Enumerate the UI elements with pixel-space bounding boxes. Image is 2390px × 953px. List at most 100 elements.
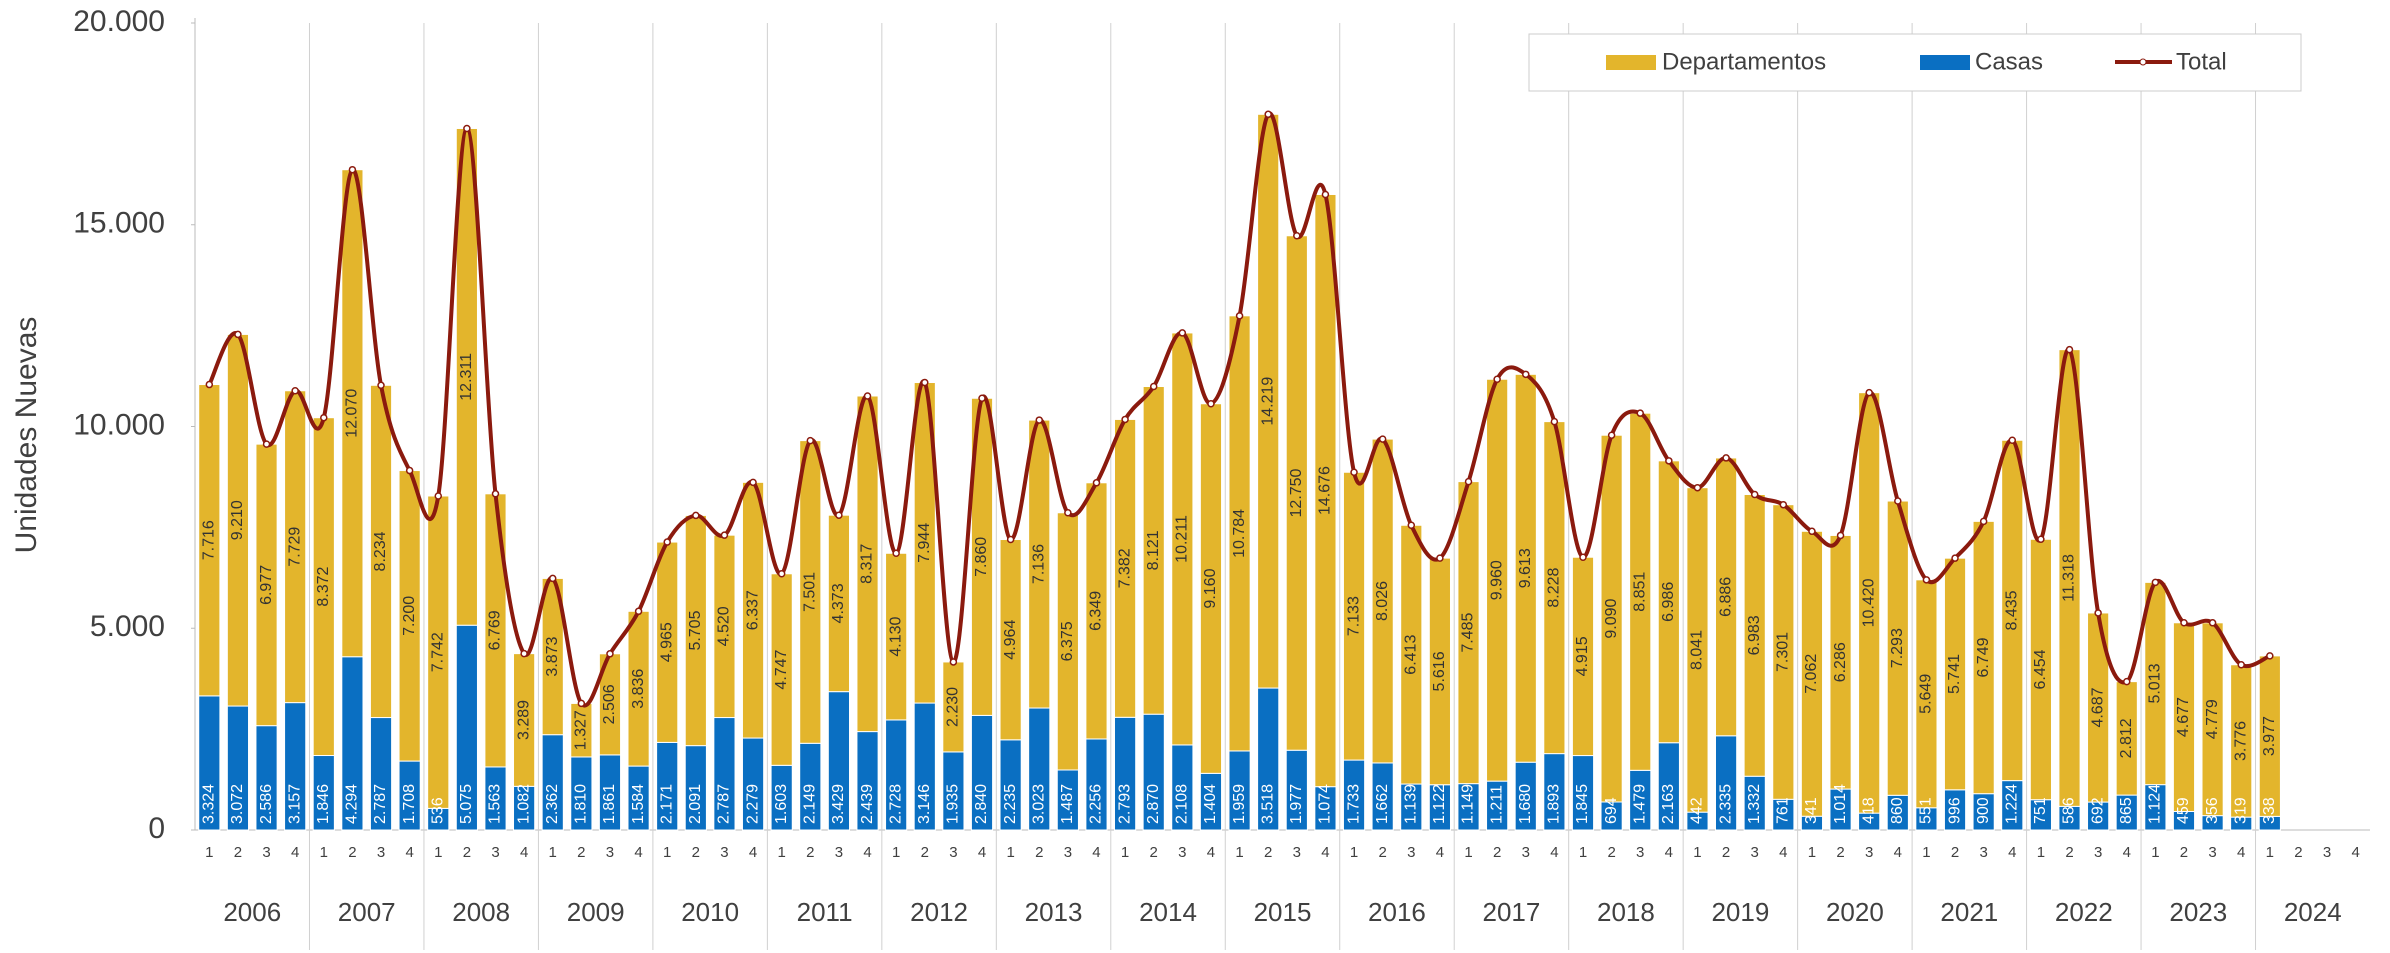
y-tick-label: 20.000 — [73, 5, 165, 38]
total-point — [1235, 312, 1244, 320]
x-tick-label: 1 — [1006, 844, 1014, 861]
casas-label: 1.733 — [1345, 784, 1362, 824]
x-tick-label: 3 — [2094, 844, 2102, 861]
x-tick-label: 1 — [2266, 844, 2274, 861]
total-point — [1722, 454, 1730, 462]
casas-label: 356 — [2204, 797, 2221, 824]
casas-label: 2.793 — [1116, 784, 1133, 824]
x-tick-label: 1 — [1579, 844, 1587, 861]
total-point — [978, 394, 986, 403]
x-tick-label: 2 — [1836, 844, 1844, 861]
x-tick-label: 2 — [577, 844, 585, 861]
x-tick-label: 2 — [2180, 844, 2188, 861]
total-point — [949, 658, 958, 666]
casas-label: 2.335 — [1717, 784, 1734, 824]
total-point — [1693, 483, 1702, 492]
x-tick-label: 1 — [1693, 844, 1701, 861]
casas-label: 694 — [1603, 797, 1620, 824]
year-label: 2009 — [567, 897, 625, 927]
departamentos-label: 9.090 — [1603, 598, 1620, 638]
departamentos-label: 6.286 — [1832, 642, 1849, 682]
departamentos-label: 4.687 — [2089, 687, 2106, 727]
year-label: 2023 — [2169, 897, 2227, 927]
casas-label: 551 — [1918, 797, 1935, 824]
year-label: 2013 — [1025, 897, 1083, 927]
total-point — [863, 392, 872, 400]
total-point — [1550, 417, 1559, 426]
casas-label: 4.294 — [344, 784, 361, 824]
total-point — [1779, 500, 1788, 509]
departamentos-label: 7.860 — [973, 537, 990, 577]
casas-label: 2.235 — [1002, 784, 1019, 824]
x-tick-label: 1 — [663, 844, 671, 861]
casas-label: 2.149 — [802, 784, 819, 824]
x-tick-label: 2 — [1951, 844, 1959, 861]
total-point — [1378, 435, 1387, 443]
departamentos-label: 5.741 — [1946, 654, 1963, 694]
x-tick-label: 4 — [978, 844, 986, 861]
total-point — [405, 466, 414, 475]
total-point — [1121, 415, 1129, 424]
departamentos-label: 6.749 — [1975, 637, 1992, 677]
total-point — [777, 570, 786, 578]
casas-label: 442 — [1689, 797, 1706, 824]
legend-label: Casas — [1975, 48, 2043, 75]
departamentos-label: 3.776 — [2232, 721, 2249, 761]
x-tick-label: 4 — [1550, 844, 1558, 861]
casas-label: 1.124 — [2147, 784, 2164, 824]
legend-swatch — [1606, 55, 1656, 70]
x-tick-label: 3 — [1979, 844, 1987, 861]
total-point — [749, 478, 757, 487]
x-tick-label: 2 — [1378, 844, 1386, 861]
x-tick-label: 4 — [634, 844, 642, 861]
year-label: 2012 — [910, 897, 968, 927]
x-tick-label: 4 — [1665, 844, 1673, 861]
total-point — [320, 413, 328, 422]
x-tick-label: 4 — [2123, 844, 2131, 861]
departamentos-label: 12.311 — [458, 353, 475, 401]
casas-label: 865 — [2118, 797, 2135, 824]
casas-label: 2.728 — [887, 784, 904, 824]
total-point — [262, 440, 271, 448]
casas-label: 1.479 — [1631, 784, 1648, 824]
x-tick-label: 1 — [1922, 844, 1930, 861]
total-point — [892, 549, 900, 558]
y-tick-label: 0 — [148, 812, 165, 845]
casas-label: 1.680 — [1517, 784, 1534, 824]
casas-label: 1.082 — [515, 784, 532, 824]
departamentos-label: 1.327 — [573, 710, 590, 750]
departamentos-label: 2.812 — [2118, 718, 2135, 758]
casas-label: 1.893 — [1546, 784, 1563, 824]
total-point — [2008, 436, 2017, 445]
departamentos-label: 4.965 — [658, 622, 675, 662]
year-label: 2015 — [1254, 897, 1312, 927]
departamentos-label: 7.944 — [916, 523, 933, 563]
casas-label: 1.959 — [1231, 784, 1248, 824]
casas-label: 2.108 — [1174, 784, 1191, 824]
x-tick-label: 3 — [1751, 844, 1759, 861]
total-point — [2151, 578, 2160, 587]
departamentos-label: 7.062 — [1803, 654, 1820, 694]
x-tick-label: 1 — [1464, 844, 1472, 861]
casas-label: 3.157 — [286, 784, 303, 824]
x-tick-label: 3 — [377, 844, 385, 861]
total-point — [491, 490, 500, 498]
x-tick-label: 1 — [778, 844, 786, 861]
departamentos-label: 7.133 — [1345, 596, 1362, 636]
x-tick-label: 1 — [549, 844, 557, 861]
total-point — [1293, 232, 1301, 240]
y-axis-label: Unidades Nuevas — [10, 317, 43, 554]
year-label: 2010 — [681, 897, 739, 927]
x-tick-label: 4 — [2008, 844, 2016, 861]
casas-label: 1.603 — [773, 784, 790, 824]
departamentos-label: 9.160 — [1202, 568, 1219, 608]
year-label: 2016 — [1368, 897, 1426, 927]
departamentos-label: 8.026 — [1374, 581, 1391, 621]
total-point — [1350, 468, 1358, 477]
casas-label: 2.840 — [973, 784, 990, 824]
casas-label: 2.279 — [744, 784, 761, 824]
x-tick-label: 3 — [1064, 844, 1072, 861]
total-point — [434, 492, 443, 500]
year-label: 2014 — [1139, 897, 1197, 927]
casas-label: 1.846 — [315, 784, 332, 824]
